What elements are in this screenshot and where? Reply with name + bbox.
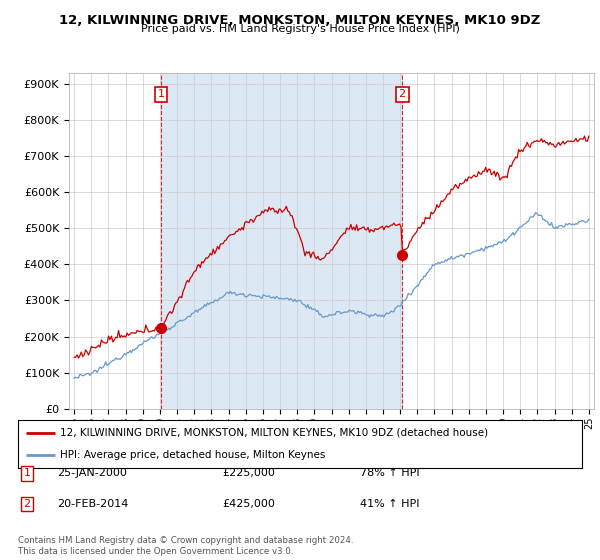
Text: 25-JAN-2000: 25-JAN-2000 [57, 468, 127, 478]
Text: 12, KILWINNING DRIVE, MONKSTON, MILTON KEYNES, MK10 9DZ (detached house): 12, KILWINNING DRIVE, MONKSTON, MILTON K… [60, 428, 488, 438]
Text: Price paid vs. HM Land Registry's House Price Index (HPI): Price paid vs. HM Land Registry's House … [140, 24, 460, 34]
Text: 2: 2 [23, 499, 31, 509]
Text: Contains HM Land Registry data © Crown copyright and database right 2024.
This d: Contains HM Land Registry data © Crown c… [18, 536, 353, 556]
Text: 78% ↑ HPI: 78% ↑ HPI [360, 468, 419, 478]
Text: 41% ↑ HPI: 41% ↑ HPI [360, 499, 419, 509]
Text: £225,000: £225,000 [222, 468, 275, 478]
Text: £425,000: £425,000 [222, 499, 275, 509]
Bar [161, 73, 402, 409]
Text: 20-FEB-2014: 20-FEB-2014 [57, 499, 128, 509]
Text: 2: 2 [398, 90, 406, 100]
Text: HPI: Average price, detached house, Milton Keynes: HPI: Average price, detached house, Milt… [60, 450, 326, 460]
Text: 1: 1 [23, 468, 31, 478]
Text: 1: 1 [158, 90, 164, 100]
Text: 12, KILWINNING DRIVE, MONKSTON, MILTON KEYNES, MK10 9DZ: 12, KILWINNING DRIVE, MONKSTON, MILTON K… [59, 14, 541, 27]
